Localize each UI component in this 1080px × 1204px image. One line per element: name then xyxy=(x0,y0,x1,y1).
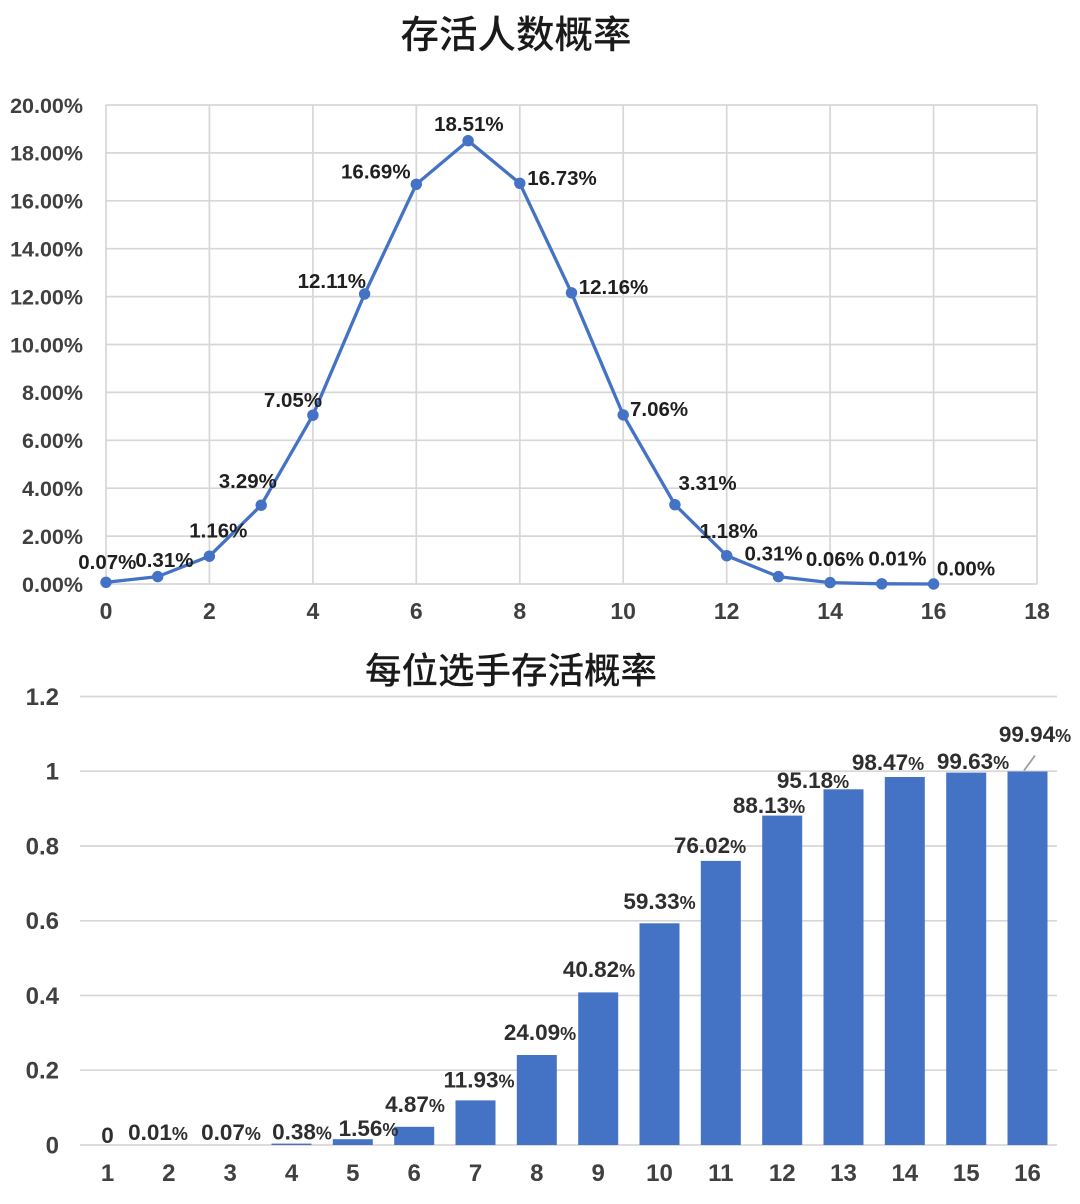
svg-text:9: 9 xyxy=(592,1160,605,1187)
svg-text:20.00%: 20.00% xyxy=(10,94,83,118)
svg-text:14: 14 xyxy=(817,598,843,624)
svg-text:7.06%: 7.06% xyxy=(630,398,688,421)
svg-text:98.47%: 98.47% xyxy=(852,750,924,775)
svg-text:95.18%: 95.18% xyxy=(777,768,849,793)
svg-text:0.31%: 0.31% xyxy=(135,549,193,572)
svg-text:4.00%: 4.00% xyxy=(22,477,83,501)
svg-text:0: 0 xyxy=(101,1123,114,1148)
svg-text:1.2: 1.2 xyxy=(26,684,59,711)
svg-text:4: 4 xyxy=(307,598,320,624)
svg-text:0.00%: 0.00% xyxy=(937,558,995,581)
svg-text:4.87%: 4.87% xyxy=(385,1092,445,1117)
svg-text:14: 14 xyxy=(891,1160,918,1187)
svg-text:24.09%: 24.09% xyxy=(504,1020,576,1045)
svg-text:12: 12 xyxy=(769,1160,796,1187)
svg-text:10.00%: 10.00% xyxy=(10,333,83,357)
svg-text:16.69%: 16.69% xyxy=(341,160,411,183)
svg-text:16.73%: 16.73% xyxy=(527,167,597,190)
svg-text:0.2: 0.2 xyxy=(26,1058,59,1085)
svg-text:2: 2 xyxy=(162,1160,175,1187)
svg-text:11.93%: 11.93% xyxy=(443,1068,514,1093)
svg-text:11: 11 xyxy=(708,1160,733,1187)
svg-text:10: 10 xyxy=(646,1160,673,1187)
svg-text:3.31%: 3.31% xyxy=(679,472,737,495)
svg-text:0.38%: 0.38% xyxy=(272,1120,332,1145)
svg-text:6: 6 xyxy=(410,598,423,624)
svg-text:99.63%: 99.63% xyxy=(937,749,1009,774)
svg-text:1: 1 xyxy=(101,1160,114,1187)
svg-text:12.11%: 12.11% xyxy=(298,270,366,293)
svg-text:0.06%: 0.06% xyxy=(806,548,864,571)
svg-text:1.18%: 1.18% xyxy=(700,520,758,543)
svg-text:0: 0 xyxy=(100,598,113,624)
svg-text:0.31%: 0.31% xyxy=(745,543,803,566)
svg-text:2: 2 xyxy=(203,598,216,624)
svg-text:0.8: 0.8 xyxy=(26,833,59,860)
svg-text:16: 16 xyxy=(921,598,947,624)
svg-text:0: 0 xyxy=(46,1132,59,1159)
svg-text:40.82%: 40.82% xyxy=(563,957,635,982)
svg-text:12.00%: 12.00% xyxy=(10,285,83,309)
svg-text:16: 16 xyxy=(1014,1160,1041,1187)
svg-text:15: 15 xyxy=(953,1160,980,1187)
svg-text:76.02%: 76.02% xyxy=(674,833,746,858)
svg-text:7.05%: 7.05% xyxy=(264,389,322,412)
svg-text:88.13%: 88.13% xyxy=(733,793,805,818)
svg-text:2.00%: 2.00% xyxy=(22,525,83,549)
svg-text:59.33%: 59.33% xyxy=(623,889,695,914)
svg-text:16.00%: 16.00% xyxy=(10,190,83,214)
svg-text:3: 3 xyxy=(224,1160,237,1187)
svg-text:99.94%: 99.94% xyxy=(999,722,1071,747)
svg-text:0.07%: 0.07% xyxy=(201,1120,261,1145)
svg-text:3.29%: 3.29% xyxy=(219,470,277,493)
svg-text:18: 18 xyxy=(1024,598,1050,624)
svg-text:1.56%: 1.56% xyxy=(339,1116,399,1141)
svg-text:5: 5 xyxy=(346,1160,359,1187)
svg-text:7: 7 xyxy=(469,1160,482,1187)
svg-text:12.16%: 12.16% xyxy=(579,276,649,299)
svg-text:13: 13 xyxy=(830,1160,857,1187)
svg-text:6.00%: 6.00% xyxy=(22,429,83,453)
svg-text:0.6: 0.6 xyxy=(26,908,59,935)
svg-text:8: 8 xyxy=(530,1160,543,1187)
svg-text:14.00%: 14.00% xyxy=(10,238,83,262)
svg-text:18.00%: 18.00% xyxy=(10,142,83,166)
svg-text:1: 1 xyxy=(46,759,59,786)
svg-text:6: 6 xyxy=(408,1160,421,1187)
svg-text:0.01%: 0.01% xyxy=(868,547,926,570)
svg-text:10: 10 xyxy=(610,598,636,624)
svg-text:18.51%: 18.51% xyxy=(434,113,504,136)
svg-text:8: 8 xyxy=(513,598,526,624)
svg-text:0.4: 0.4 xyxy=(26,983,60,1010)
svg-text:4: 4 xyxy=(285,1160,299,1187)
svg-text:1.16%: 1.16% xyxy=(189,520,247,543)
svg-text:0.07%: 0.07% xyxy=(78,551,136,574)
svg-text:8.00%: 8.00% xyxy=(22,381,83,405)
svg-text:12: 12 xyxy=(714,598,740,624)
svg-text:0.01%: 0.01% xyxy=(128,1120,188,1145)
svg-text:0.00%: 0.00% xyxy=(22,573,83,597)
